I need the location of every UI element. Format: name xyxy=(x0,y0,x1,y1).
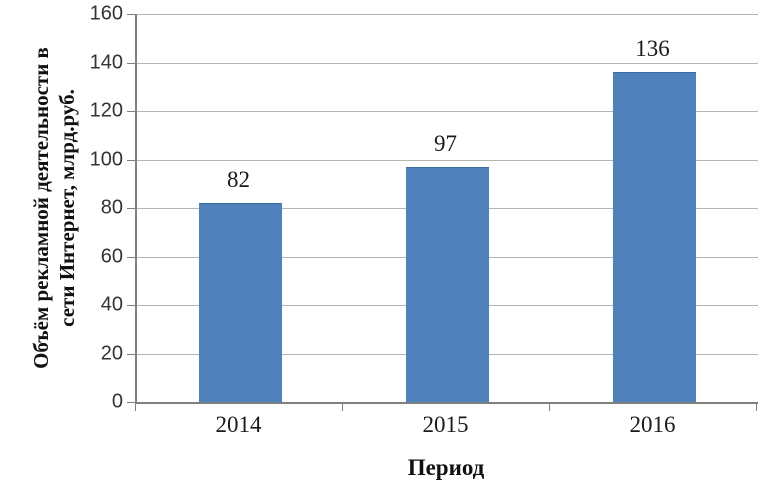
gridline-120 xyxy=(137,111,758,112)
x-tick-label-2016: 2016 xyxy=(629,412,676,437)
y-tick-label-160: 160 xyxy=(89,2,123,25)
bar-value-label-2014: 82 xyxy=(227,167,250,193)
y-tick-mark-160 xyxy=(127,14,135,15)
bar-value-label-2015: 97 xyxy=(434,130,457,156)
y-tick-mark-100 xyxy=(127,159,135,161)
x-tick-mark-3 xyxy=(756,404,757,411)
bar-2016 xyxy=(613,72,696,402)
y-tick-mark-20 xyxy=(127,353,135,355)
y-tick-mark-140 xyxy=(127,62,135,64)
gridline-160 xyxy=(137,14,758,15)
y-tick-label-60: 60 xyxy=(100,245,123,267)
y-tick-label-80: 80 xyxy=(100,196,123,219)
y-tick-label-140: 140 xyxy=(89,51,123,73)
x-tick-mark-0 xyxy=(135,404,136,411)
bar-2015 xyxy=(406,166,489,402)
y-tick-label-20: 20 xyxy=(100,342,123,364)
x-tick-label-2014: 2014 xyxy=(215,412,262,437)
y-axis-title-line1: Объём рекламной деятельности в xyxy=(29,47,53,369)
x-tick-mark-1 xyxy=(342,404,343,411)
y-tick-mark-40 xyxy=(127,305,135,306)
y-tick-mark-0 xyxy=(127,402,135,403)
y-tick-mark-120 xyxy=(127,111,135,112)
y-tick-label-100: 100 xyxy=(89,148,123,170)
gridline-100 xyxy=(137,159,758,161)
y-tick-label-0: 0 xyxy=(111,390,123,413)
y-tick-mark-60 xyxy=(127,256,135,258)
y-tick-label-40: 40 xyxy=(100,293,123,316)
x-tick-mark-2 xyxy=(549,404,550,411)
x-axis-title: Период xyxy=(407,455,485,480)
bar-value-label-2016: 136 xyxy=(635,36,670,62)
gridline-140 xyxy=(137,62,758,64)
plot-area xyxy=(135,14,758,404)
bar-2014 xyxy=(199,203,282,402)
x-tick-label-2015: 2015 xyxy=(422,412,469,437)
y-tick-label-120: 120 xyxy=(89,99,123,122)
y-tick-mark-80 xyxy=(127,208,135,209)
